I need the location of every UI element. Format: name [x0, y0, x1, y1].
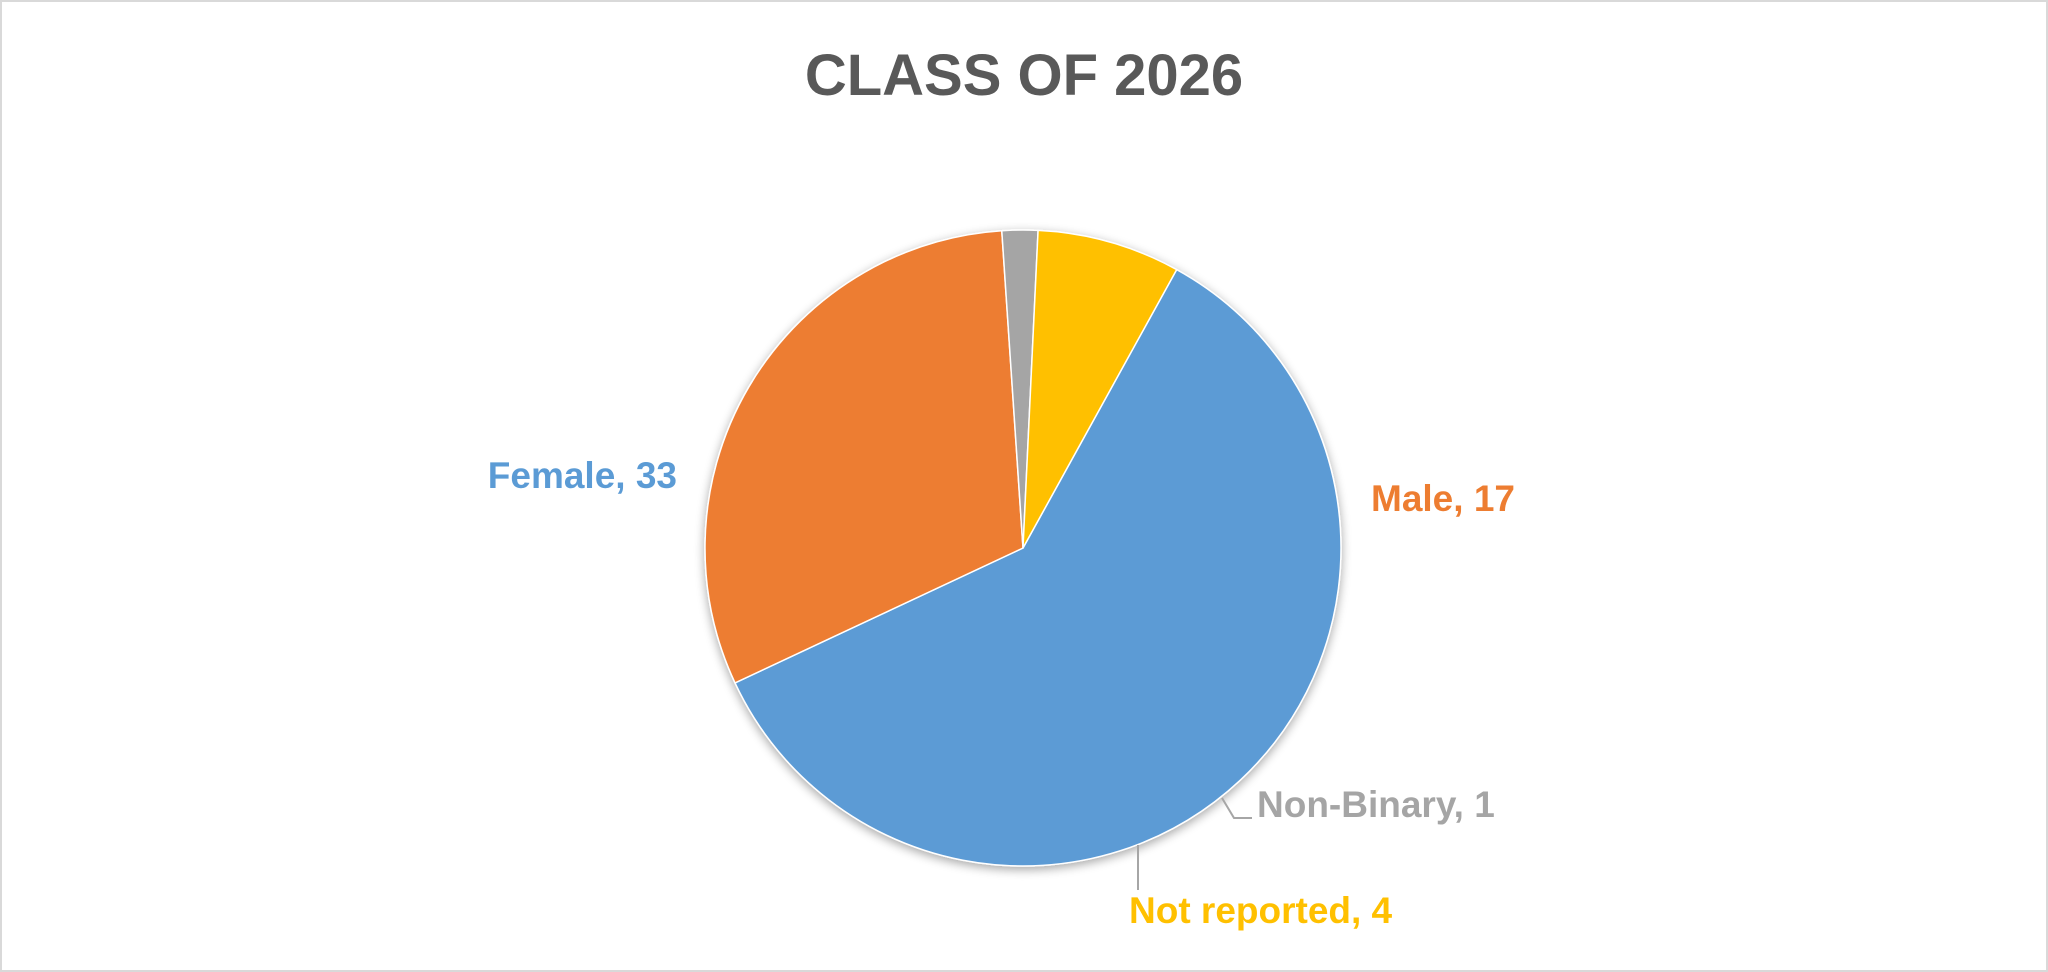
data-label-non-binary: Non-Binary, 1: [1257, 784, 1495, 825]
data-label-not-reported: Not reported, 4: [1129, 890, 1393, 931]
pie-slice-male: [704, 229, 1024, 684]
pie-slices: [704, 229, 1342, 867]
data-label-female: Female, 33: [488, 455, 677, 496]
leader-lines: [1137, 797, 1252, 890]
pie-slice-female: [734, 268, 1342, 867]
pie-slice-not-reported: [1022, 229, 1178, 549]
chart-title: CLASS OF 2026: [804, 43, 1244, 108]
leader-line-non-binary: [1221, 797, 1252, 819]
data-labels: Female, 33 Male, 17 Non-Binary, 1 Not repor…: [488, 455, 1515, 931]
data-label-male: Male, 17: [1371, 478, 1515, 519]
